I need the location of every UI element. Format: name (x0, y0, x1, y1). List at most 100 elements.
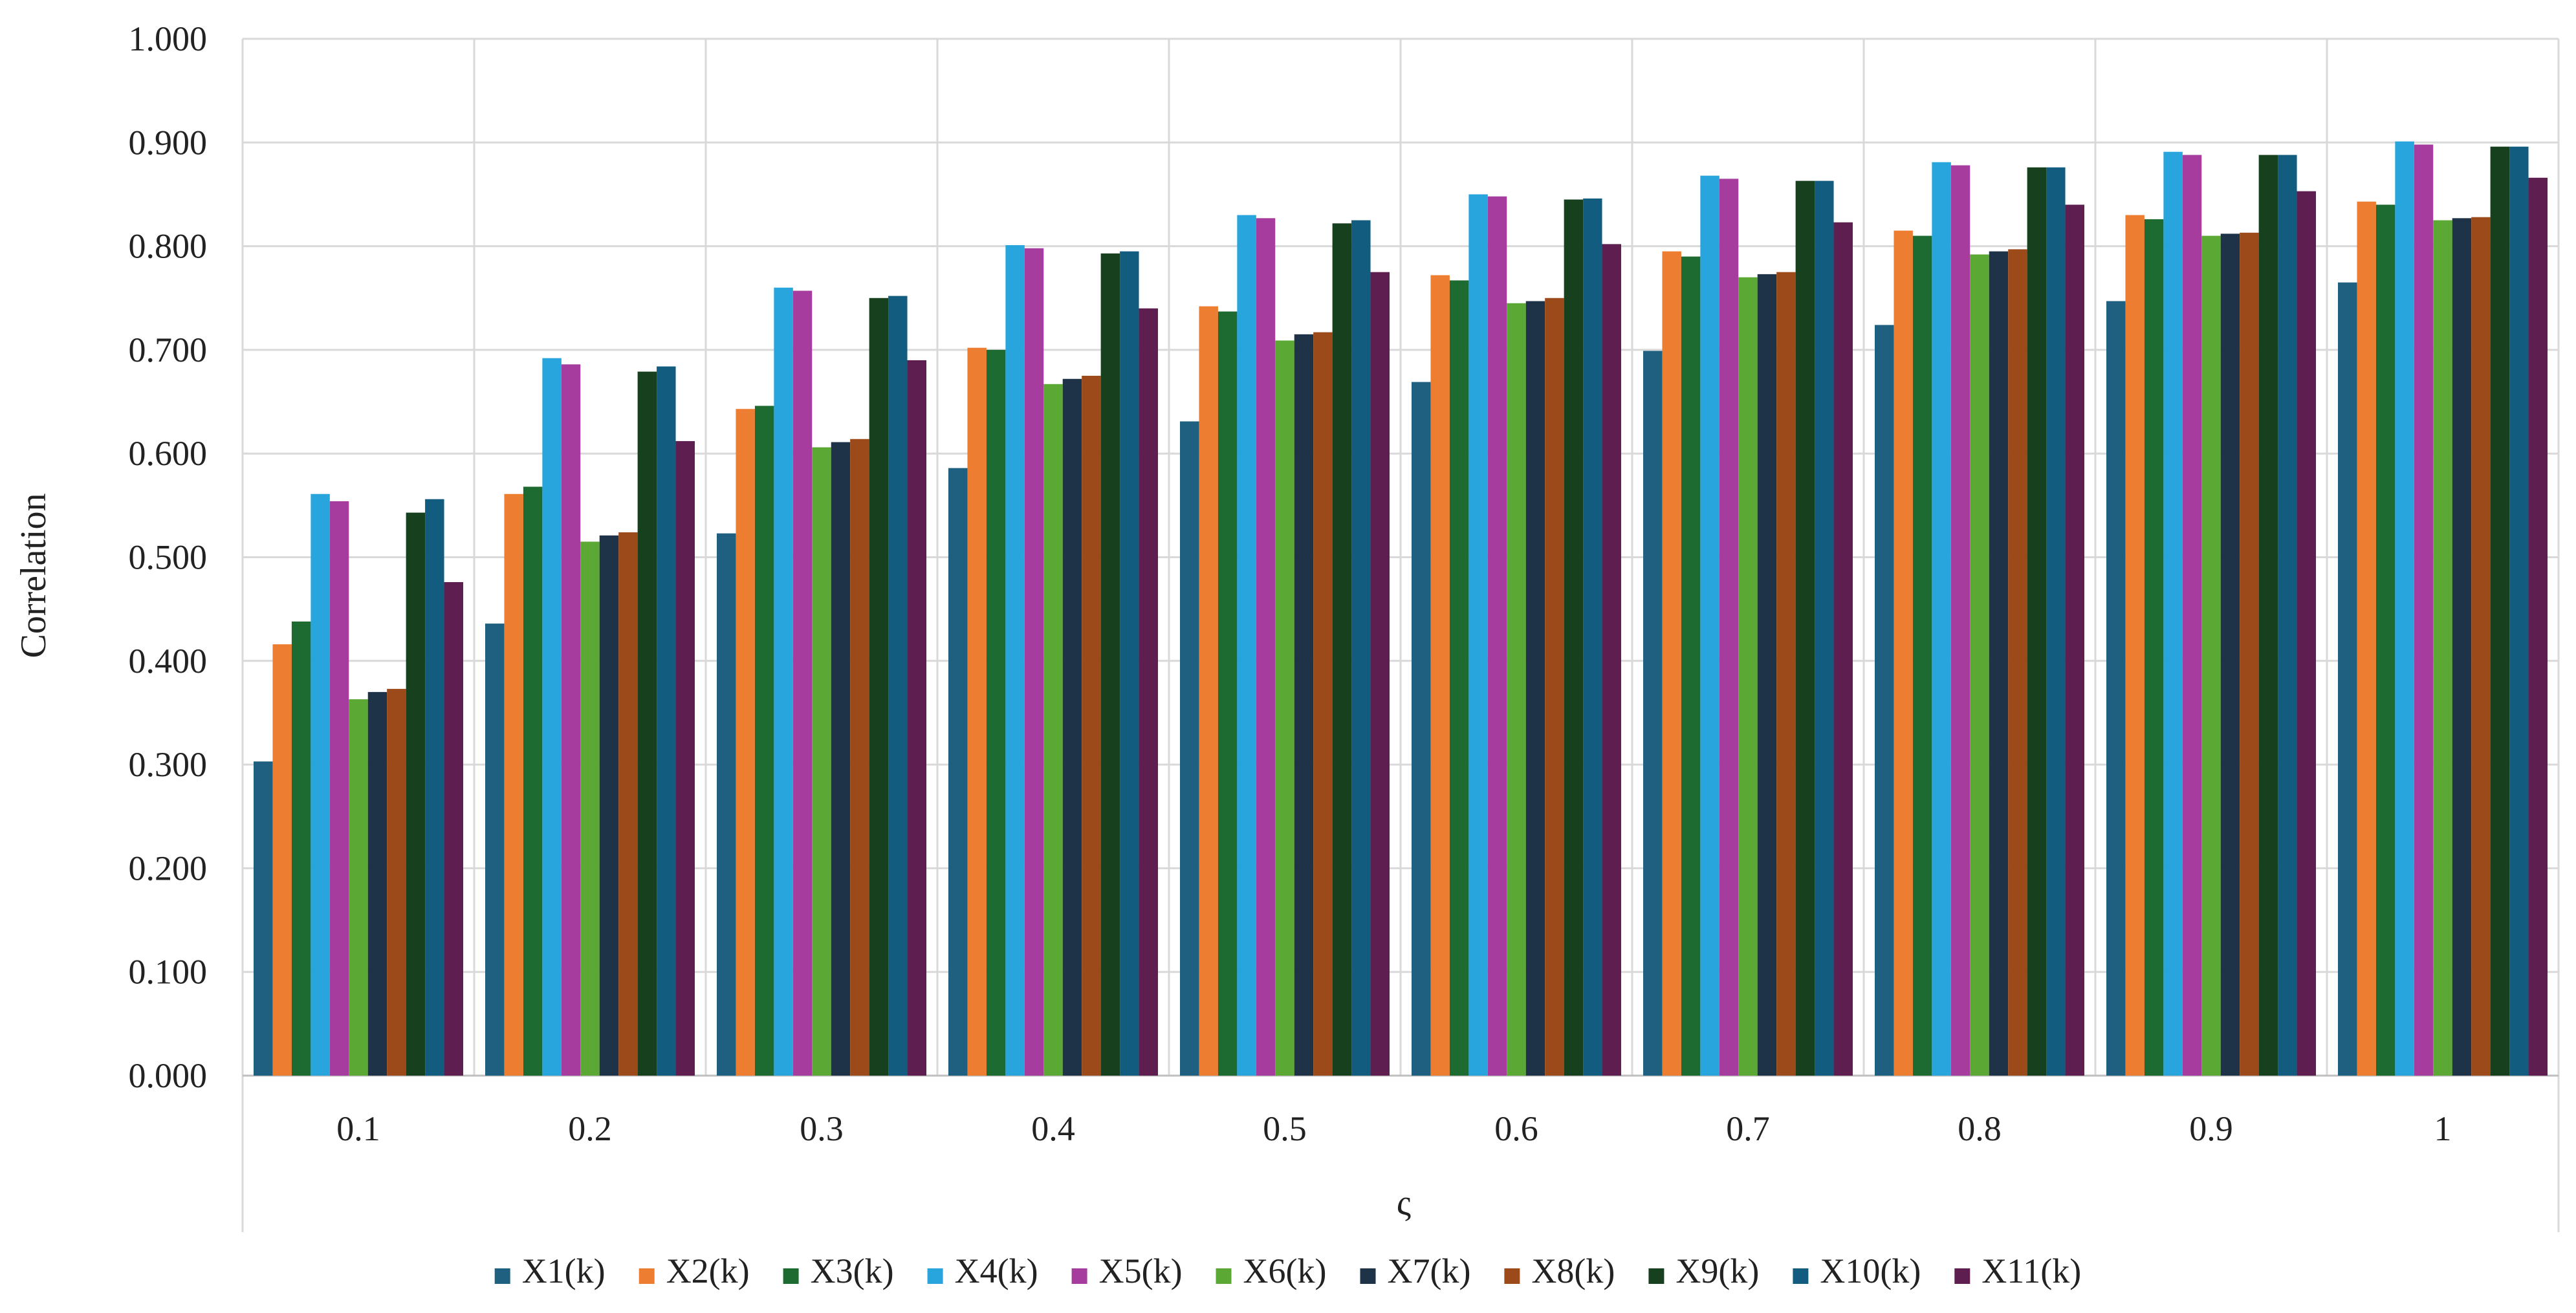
bar-x4-k-7 (1932, 162, 1951, 1076)
x-tick-label: 0.2 (568, 1109, 612, 1148)
legend-label: X9(k) (1675, 1252, 1759, 1290)
y-tick-label: 0.400 (129, 642, 208, 680)
y-tick-label: 0.800 (129, 227, 208, 266)
legend-swatch (1793, 1268, 1809, 1284)
bar-x4-k-3 (1005, 245, 1025, 1076)
bar-x9-k-4 (1332, 223, 1352, 1076)
legend-swatch (494, 1268, 510, 1284)
bar-x6-k-9 (2433, 220, 2452, 1076)
legend-swatch (1360, 1268, 1376, 1284)
bar-x10-k-8 (2278, 155, 2297, 1076)
bar-x5-k-2 (792, 290, 813, 1076)
bar-x8-k-5 (1545, 298, 1564, 1076)
bar-x6-k-8 (2201, 235, 2221, 1076)
y-axis-title: Correlation (14, 493, 54, 658)
legend-swatch (1216, 1268, 1232, 1284)
bar-x9-k-2 (869, 298, 889, 1076)
bar-x9-k-9 (2490, 146, 2510, 1076)
x-tick-label: 0.1 (336, 1109, 380, 1148)
bar-x10-k-3 (1120, 251, 1139, 1076)
bar-x3-k-2 (754, 406, 774, 1076)
bar-x5-k-3 (1024, 248, 1044, 1076)
bar-x7-k-6 (1757, 274, 1777, 1076)
bar-x6-k-6 (1738, 277, 1758, 1076)
bar-x5-k-8 (2182, 155, 2202, 1076)
bar-x10-k-1 (657, 366, 676, 1076)
legend: X1(k) X2(k) X3(k) X4(k) X5(k) X6(k) X7(k) X8(k)… (494, 1252, 2081, 1290)
bar-x11-k-5 (1602, 244, 1621, 1076)
bar-x5-k-7 (1950, 165, 1970, 1076)
y-tick-label: 0.200 (129, 849, 208, 887)
legend-label: X2(k) (666, 1252, 750, 1290)
y-tick-label: 0.000 (129, 1056, 208, 1095)
legend-swatch (1954, 1268, 1970, 1284)
bar-x6-k-0 (349, 699, 368, 1076)
legend-swatch (783, 1268, 799, 1284)
bar-x6-k-3 (1043, 384, 1063, 1076)
bar-x1-k-0 (254, 761, 273, 1076)
bar-x6-k-4 (1275, 340, 1294, 1076)
legend-swatch (1504, 1268, 1520, 1284)
x-tick-label: 0.8 (1958, 1109, 2002, 1148)
y-tick-label: 0.900 (129, 123, 208, 162)
bar-x3-k-0 (291, 621, 311, 1076)
bar-x9-k-8 (2258, 155, 2278, 1076)
bar-x5-k-5 (1487, 196, 1507, 1076)
bar-x10-k-2 (888, 296, 908, 1076)
bar-x10-k-9 (2509, 146, 2529, 1076)
legend-swatch (1648, 1268, 1665, 1284)
bar-x9-k-7 (2027, 167, 2047, 1076)
bar-x4-k-5 (1468, 194, 1488, 1076)
grid-lines (241, 38, 2560, 1232)
bar-x10-k-4 (1351, 220, 1371, 1076)
bar-x11-k-2 (907, 360, 926, 1076)
bar-x10-k-5 (1583, 198, 1602, 1076)
bar-x2-k-8 (2125, 215, 2145, 1076)
bar-x7-k-5 (1525, 301, 1545, 1076)
bar-x9-k-0 (406, 512, 426, 1076)
legend-label: X3(k) (811, 1252, 894, 1290)
bar-x5-k-9 (2414, 144, 2434, 1076)
y-tick-label: 0.600 (129, 434, 208, 473)
y-tick-label: 0.700 (129, 331, 208, 369)
bar-x6-k-7 (1970, 254, 1989, 1076)
bar-x7-k-3 (1062, 378, 1082, 1076)
x-tick-label: 0.6 (1494, 1109, 1538, 1148)
bar-x11-k-6 (1833, 222, 1853, 1076)
bar-x4-k-9 (2395, 141, 2414, 1076)
x-tick-label: 0.4 (1031, 1109, 1075, 1148)
x-tick-label: 1 (2434, 1109, 2452, 1148)
bar-x7-k-4 (1294, 334, 1314, 1076)
bar-x6-k-2 (812, 447, 831, 1076)
bar-x10-k-7 (2046, 167, 2066, 1076)
bar-x2-k-7 (1894, 230, 1913, 1076)
bar-x9-k-5 (1564, 199, 1584, 1076)
bar-x11-k-9 (2528, 177, 2548, 1076)
legend-label: X10(k) (1820, 1252, 1921, 1290)
x-tick-label: 0.5 (1263, 1109, 1307, 1148)
bar-x3-k-8 (2144, 219, 2164, 1076)
bar-x8-k-1 (618, 532, 638, 1076)
legend-label: X6(k) (1243, 1252, 1327, 1290)
bar-x5-k-6 (1719, 179, 1739, 1076)
bar-x10-k-6 (1815, 180, 1834, 1076)
bar-x11-k-3 (1139, 308, 1158, 1076)
bar-x4-k-1 (542, 358, 562, 1076)
bar-x6-k-1 (580, 541, 600, 1076)
bar-x3-k-3 (986, 349, 1006, 1076)
bar-x9-k-1 (637, 371, 657, 1076)
legend-label: X4(k) (955, 1252, 1038, 1290)
bar-x8-k-9 (2471, 217, 2491, 1076)
bar-x2-k-0 (272, 644, 292, 1076)
bar-x5-k-0 (329, 501, 349, 1076)
bar-x4-k-6 (1700, 175, 1719, 1076)
bar-x4-k-0 (311, 494, 330, 1076)
bar-x1-k-7 (1875, 325, 1894, 1076)
bar-x1-k-9 (2338, 282, 2357, 1076)
bar-x2-k-9 (2357, 201, 2376, 1076)
bar-x1-k-1 (485, 624, 505, 1076)
bar-x11-k-4 (1370, 272, 1390, 1076)
legend-swatch (927, 1268, 943, 1284)
bar-x10-k-0 (425, 499, 444, 1076)
